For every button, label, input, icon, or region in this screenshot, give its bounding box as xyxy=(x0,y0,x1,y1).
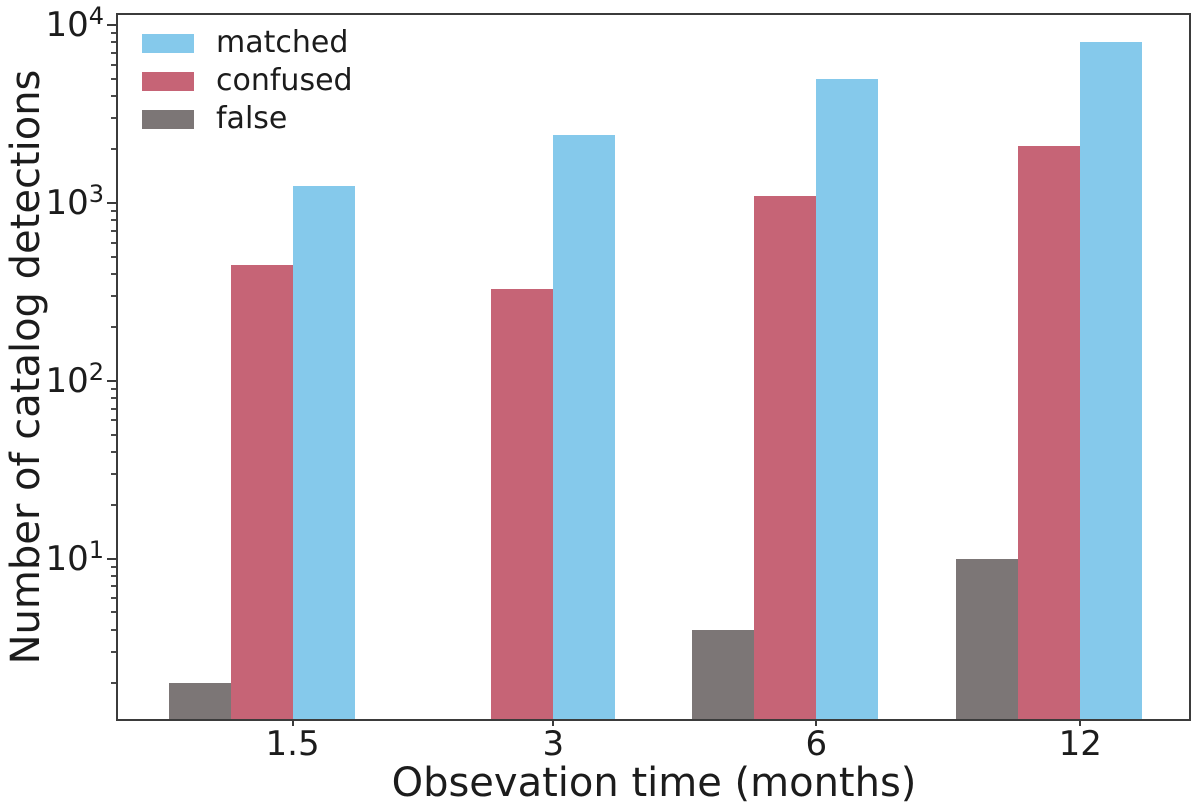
y-minor-tick xyxy=(111,241,116,244)
y-minor-tick xyxy=(111,388,116,391)
x-tick-6 xyxy=(815,719,818,726)
y-minor-tick xyxy=(111,117,116,120)
y-minor-tick xyxy=(111,326,116,329)
x-tick-label-12: 12 xyxy=(1058,724,1102,764)
bar-confused-3 xyxy=(491,289,553,719)
y-minor-tick xyxy=(111,650,116,653)
y-tick-label-10e2: 102 xyxy=(45,357,104,401)
x-tick-label-3: 3 xyxy=(542,724,565,764)
bar-false-6 xyxy=(692,630,754,719)
legend-label-confused: confused xyxy=(216,63,353,98)
y-minor-tick xyxy=(111,41,116,44)
y-minor-tick xyxy=(111,397,116,400)
y-axis-label: Number of catalog detections xyxy=(3,69,49,665)
y-minor-tick xyxy=(111,148,116,151)
bar-false-1.5 xyxy=(169,683,231,719)
y-minor-tick xyxy=(111,407,116,410)
y-minor-tick xyxy=(111,566,116,569)
y-minor-tick xyxy=(111,295,116,298)
y-minor-tick xyxy=(111,628,116,631)
y-minor-tick xyxy=(111,473,116,476)
plot-area: 104 103 102 101 1.5 3 6 12 matched confused fals… xyxy=(3,4,1191,803)
y-minor-tick xyxy=(111,32,116,35)
y-minor-tick xyxy=(111,272,116,275)
y-minor-tick xyxy=(111,77,116,80)
x-tick-1.5 xyxy=(291,719,294,726)
y-tick-label-10e1: 101 xyxy=(45,535,104,579)
y-minor-tick xyxy=(111,597,116,600)
y-minor-tick xyxy=(111,51,116,54)
y-minor-tick xyxy=(111,433,116,436)
x-tick-label-6: 6 xyxy=(805,724,828,764)
y-minor-tick xyxy=(111,504,116,507)
bar-confused-1.5 xyxy=(231,265,293,719)
y-minor-tick xyxy=(111,585,116,588)
x-tick-label-1.5: 1.5 xyxy=(265,724,320,764)
bar-confused-12 xyxy=(1018,146,1080,719)
y-minor-tick xyxy=(111,210,116,213)
legend-item-matched: matched xyxy=(142,24,353,62)
legend-item-confused: confused xyxy=(142,62,353,100)
y-minor-tick xyxy=(111,63,116,66)
y-minor-tick xyxy=(111,94,116,97)
legend-label-false: false xyxy=(216,101,288,136)
legend: matched confused false xyxy=(142,24,353,138)
legend-swatch-confused xyxy=(142,71,194,91)
y-minor-tick xyxy=(111,575,116,578)
bar-confused-6 xyxy=(754,196,816,719)
legend-swatch-false xyxy=(142,109,194,129)
y-major-tick-10e4 xyxy=(107,24,116,27)
y-tick-label-10e4: 104 xyxy=(45,2,104,46)
x-axis-label: Obsevation time (months) xyxy=(391,760,917,806)
bar-matched-3 xyxy=(553,135,615,719)
y-minor-tick xyxy=(111,219,116,222)
bar-false-12 xyxy=(956,559,1018,719)
bar-matched-6 xyxy=(816,79,878,719)
x-tick-12 xyxy=(1079,719,1082,726)
y-tick-label-10e3: 103 xyxy=(45,180,104,224)
bar-matched-12 xyxy=(1080,42,1142,719)
legend-item-false: false xyxy=(142,100,353,138)
y-minor-tick xyxy=(111,682,116,685)
legend-swatch-matched xyxy=(142,33,194,53)
y-minor-tick xyxy=(111,450,116,453)
y-major-tick-10e3 xyxy=(107,202,116,205)
y-major-tick-10e2 xyxy=(107,379,116,382)
legend-label-matched: matched xyxy=(216,25,349,60)
y-minor-tick xyxy=(111,255,116,258)
bar-matched-1.5 xyxy=(293,186,355,719)
y-minor-tick xyxy=(111,419,116,422)
y-major-tick-10e1 xyxy=(107,557,116,560)
x-tick-3 xyxy=(552,719,555,726)
y-minor-tick xyxy=(111,229,116,232)
y-minor-tick xyxy=(111,611,116,614)
